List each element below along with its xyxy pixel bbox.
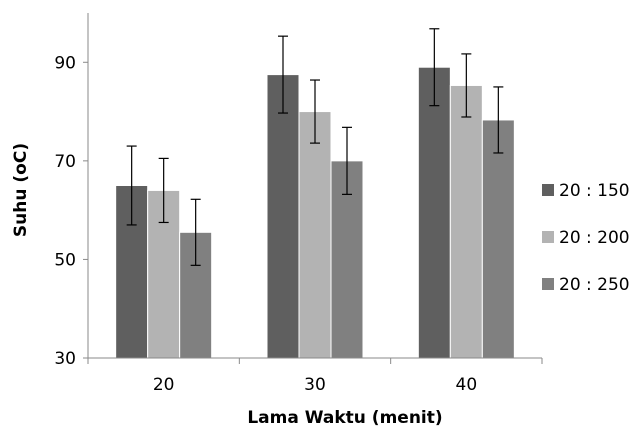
y-tick-label: 50 [54, 250, 76, 270]
x-tick-label: 20 [153, 375, 175, 395]
bar [298, 111, 332, 359]
legend-label: 20 : 200 [559, 228, 630, 248]
y-axis-title: Suhu (oC) [11, 143, 31, 237]
y-tick-label: 90 [54, 53, 76, 73]
axes-layer: 30 50 70 90 20 30 40 [54, 13, 543, 395]
y-tick-label: 30 [54, 349, 76, 369]
legend-swatch [542, 231, 554, 243]
bar [449, 84, 483, 359]
legend-swatch [542, 278, 554, 290]
y-tick-label: 70 [54, 152, 76, 172]
x-tick-label: 40 [456, 375, 478, 395]
bar [481, 119, 515, 359]
legend-label: 20 : 250 [559, 275, 630, 295]
legend-label: 20 : 150 [559, 181, 630, 201]
x-tick-label: 30 [304, 375, 326, 395]
legend-swatch [542, 184, 554, 196]
legend: 20 : 150 20 : 200 20 : 250 [542, 181, 630, 295]
bar [266, 74, 300, 359]
x-axis-title: Lama Waktu (menit) [247, 408, 442, 428]
bar [417, 66, 451, 359]
error-bars-layer [126, 28, 504, 266]
